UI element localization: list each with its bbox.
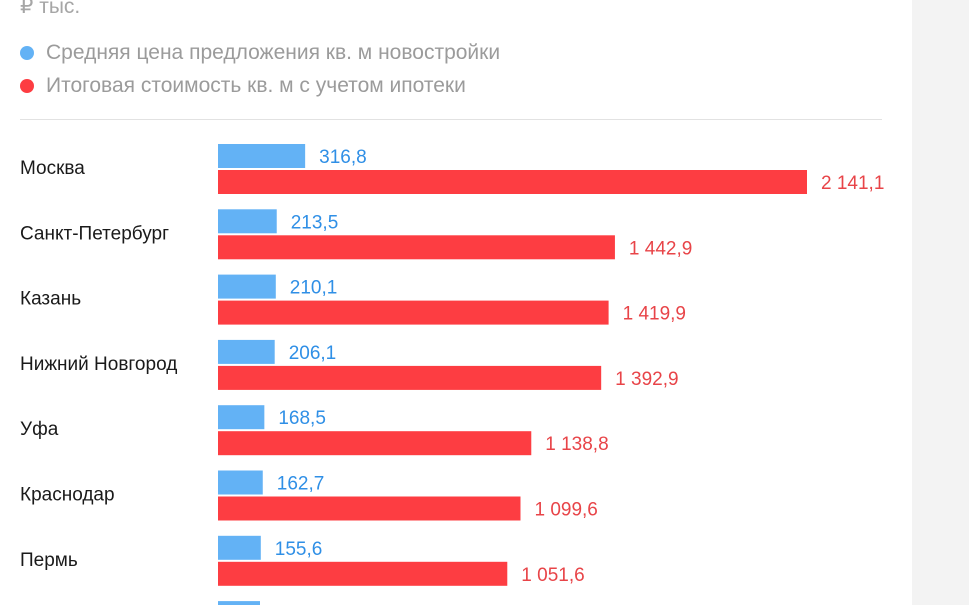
bar-series-1 [218, 535, 261, 560]
data-label-series-2: 1 419,9 [623, 304, 686, 325]
data-label-series-2: 1 442,9 [629, 238, 692, 259]
legend-label-series-2: Итоговая стоимость кв. м с учетом ипотек… [46, 73, 466, 97]
bar-series-2 [218, 431, 532, 456]
bar-series-1 [218, 209, 277, 234]
chart-card: ₽ тыс. Средняя цена предложения кв. м но… [0, 0, 912, 605]
data-label-series-2: 1 051,6 [521, 565, 584, 586]
bar-series-2 [218, 235, 615, 260]
data-label-series-1: 316,8 [319, 147, 367, 168]
data-label-series-1: 168,5 [278, 408, 326, 429]
category-label: Уфа [20, 419, 59, 440]
bar-series-2 [218, 365, 602, 390]
bar-series-1 [218, 470, 263, 495]
bar-series-2 [218, 496, 521, 521]
category-label: Санкт-Петербург [20, 223, 169, 244]
legend-item-series-1: Средняя цена предложения кв. м новострой… [20, 36, 500, 69]
bar-series-1-cutoff [218, 601, 260, 605]
bar-series-1 [218, 144, 306, 168]
legend-label-series-1: Средняя цена предложения кв. м новострой… [46, 40, 501, 64]
data-label-series-2: 1 099,6 [534, 500, 597, 521]
data-label-series-1: 213,5 [291, 212, 339, 233]
data-label-series-1: 206,1 [289, 343, 337, 364]
legend-dot-red-icon [20, 78, 34, 93]
data-label-series-2: 1 138,8 [545, 434, 608, 455]
category-label: Пермь [20, 550, 78, 571]
bar-series-1 [218, 405, 265, 430]
bar-series-2 [218, 300, 609, 325]
bar-series-2 [218, 170, 807, 194]
data-label-series-1: 210,1 [290, 278, 338, 299]
category-label: Нижний Новгород [20, 354, 177, 375]
data-label-series-1: 155,6 [275, 539, 323, 560]
category-label: Казань [20, 289, 81, 310]
divider [20, 119, 882, 120]
unit-label: ₽ тыс. [20, 0, 81, 18]
category-label: Москва [20, 158, 85, 179]
data-label-series-2: 2 141,1 [821, 173, 884, 194]
bar-series-1 [218, 339, 275, 364]
category-label: Краснодар [20, 485, 115, 506]
data-label-series-1: 162,7 [277, 474, 325, 495]
legend: Средняя цена предложения кв. м новострой… [20, 36, 500, 102]
bar-series-1 [218, 274, 276, 299]
legend-item-series-2: Итоговая стоимость кв. м с учетом ипотек… [20, 69, 500, 102]
data-label-series-2: 1 392,9 [615, 369, 678, 390]
legend-dot-blue-icon [20, 45, 34, 60]
bar-chart: Москва 316,8 2 141,1 Санкт-Петербург 213,5 1 … [20, 144, 884, 605]
bar-series-2 [218, 561, 508, 586]
